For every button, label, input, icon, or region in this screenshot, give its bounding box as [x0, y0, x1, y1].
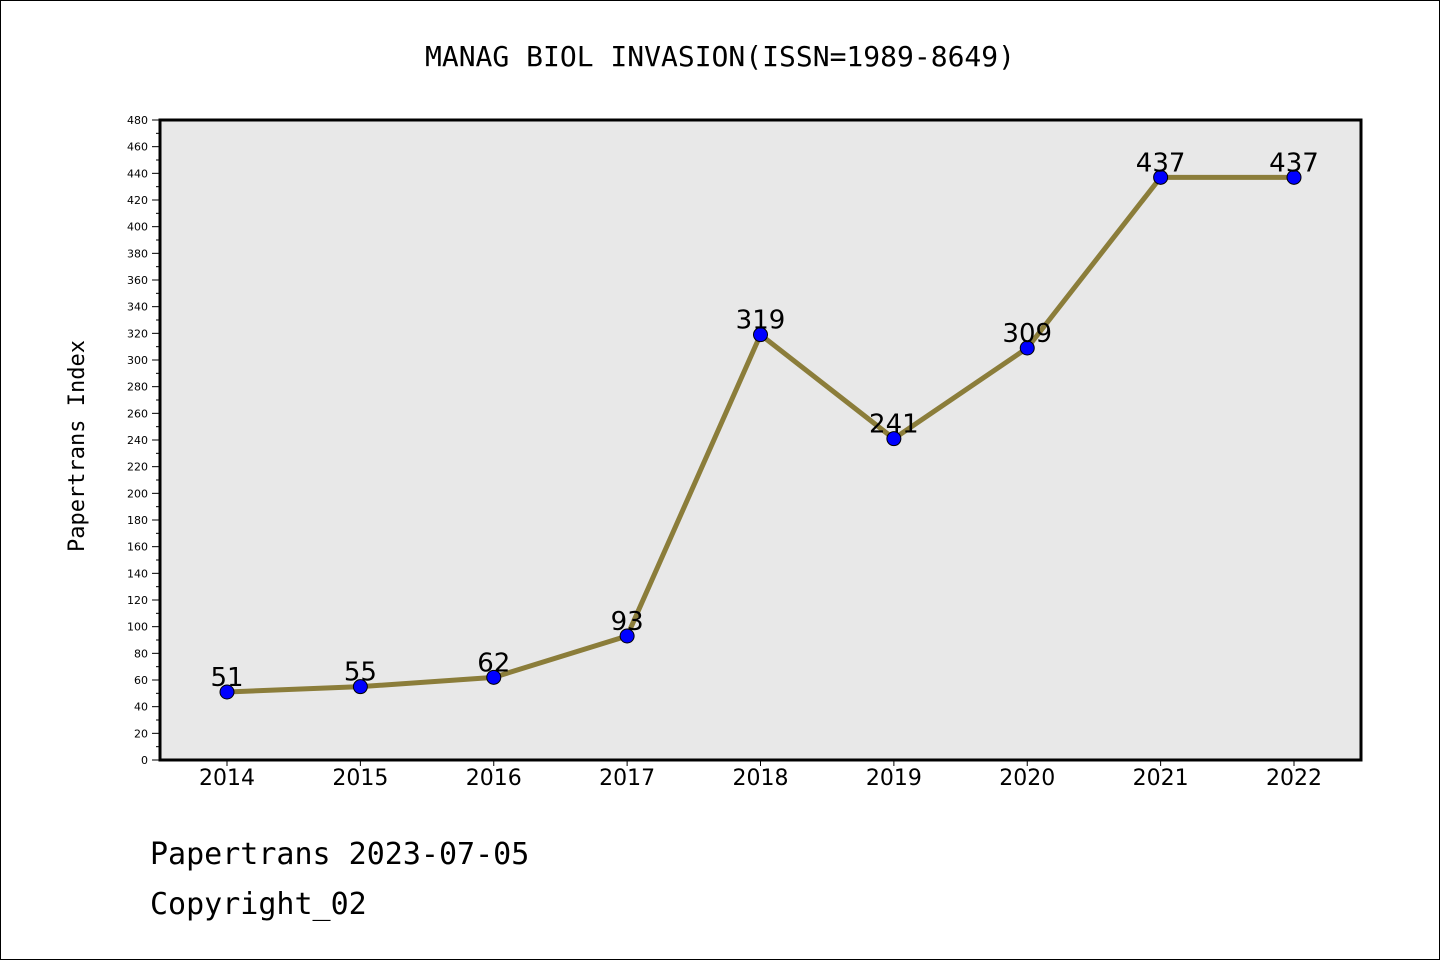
data-label-2018: 319 [736, 306, 786, 336]
x-tick-label: 2020 [999, 766, 1055, 791]
data-label-2020: 309 [1002, 319, 1052, 349]
y-tick-label: 40 [134, 701, 148, 714]
y-tick-label: 260 [127, 407, 148, 420]
y-tick-label: 180 [127, 514, 148, 527]
x-tick-label: 2014 [199, 766, 255, 791]
x-tick-label: 2017 [599, 766, 655, 791]
y-tick-label: 240 [127, 434, 148, 447]
x-tick-label: 2015 [332, 766, 388, 791]
y-tick-label: 340 [127, 301, 148, 314]
x-tick-label: 2016 [466, 766, 522, 791]
plot-area [158, 118, 1363, 762]
x-tick-label: 2018 [733, 766, 789, 791]
y-tick-label: 420 [127, 194, 148, 207]
y-tick-label: 220 [127, 461, 148, 474]
y-tick-label: 440 [127, 167, 148, 180]
data-label-2014: 51 [210, 663, 243, 693]
x-tick-label: 2022 [1266, 766, 1322, 791]
y-tick-label: 160 [127, 541, 148, 554]
y-tick-label: 400 [127, 221, 148, 234]
y-tick-label: 60 [134, 674, 148, 687]
y-tick-label: 0 [141, 754, 148, 767]
data-label-2022: 437 [1269, 148, 1319, 178]
y-axis-ticks: 0 20 40 60 80 100 120 140 160 180 200 220 240 260 280 3… [127, 114, 160, 767]
data-label-2016: 62 [477, 648, 510, 678]
y-tick-label: 380 [127, 247, 148, 260]
data-point-2014 [219, 684, 235, 700]
data-point-2015 [352, 679, 368, 695]
data-point-2019 [886, 431, 902, 447]
x-tick-label: 2019 [866, 766, 922, 791]
data-point-2018 [753, 327, 768, 343]
y-tick-label: 200 [127, 487, 148, 500]
y-tick-label: 280 [127, 381, 148, 394]
data-point-2016 [486, 669, 502, 685]
chart-title: MANAG BIOL INVASION(ISSN=1989-8649) [425, 40, 1015, 73]
data-point-2022 [1286, 169, 1302, 185]
data-point-2021 [1153, 169, 1169, 185]
y-tick-label: 300 [127, 354, 148, 367]
y-tick-label: 360 [127, 274, 148, 287]
x-axis-ticks: 2014 2015 2016 2017 2018 2019 2020 2021 2022 [199, 760, 1322, 791]
x-tick-label: 2021 [1133, 766, 1189, 791]
data-label-2019: 241 [869, 410, 919, 440]
data-label-2015: 55 [344, 658, 377, 688]
data-point-2017 [619, 628, 635, 644]
footer-date: Papertrans 2023-07-05 [150, 837, 529, 872]
y-tick-label: 120 [127, 594, 148, 607]
data-label-2017: 93 [611, 607, 644, 637]
data-point-2020 [1019, 340, 1035, 356]
y-tick-label: 100 [127, 621, 148, 634]
markers-group [219, 169, 1302, 700]
data-label-2021: 437 [1136, 148, 1186, 178]
y-tick-label: 20 [134, 727, 148, 740]
y-tick-label: 140 [127, 567, 148, 580]
y-tick-label: 480 [127, 114, 148, 127]
y-tick-label: 460 [127, 141, 148, 154]
footer-copyright: Copyright_02 [150, 887, 367, 922]
y-axis-label: Papertrans Index [65, 340, 90, 552]
data-labels-group: 51 55 62 93 319 241 309 437 437 [210, 148, 1318, 693]
y-tick-label: 80 [134, 647, 148, 660]
y-tick-label: 320 [127, 327, 148, 340]
